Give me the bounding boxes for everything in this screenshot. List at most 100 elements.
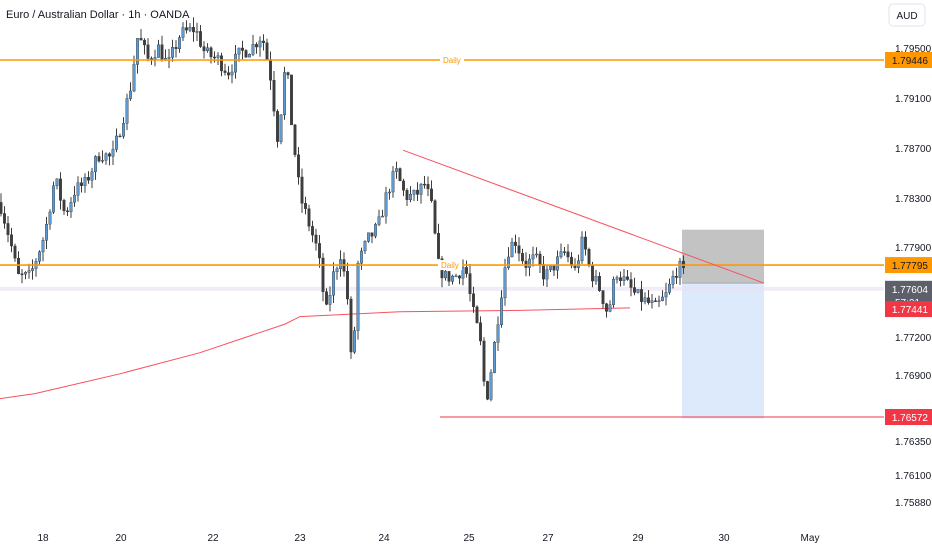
candle-body [3, 213, 6, 224]
candle-body [297, 154, 301, 178]
candle-body [388, 191, 392, 194]
candle-body [402, 180, 406, 191]
candle-body [398, 168, 402, 182]
candle-body [416, 189, 420, 195]
candle-body [381, 215, 385, 218]
candle-body [335, 268, 339, 272]
candle-body [244, 50, 248, 58]
candle-body [391, 171, 395, 193]
candle-body [79, 182, 83, 186]
candle-body [493, 342, 497, 373]
candle-body [184, 27, 188, 31]
horizontal-levels-layer[interactable]: Daily Daily [0, 55, 884, 418]
candle-body [258, 40, 262, 48]
candle-body [188, 27, 192, 31]
x-tick-label: May [801, 533, 820, 544]
candle-body [311, 226, 315, 236]
candle-body [212, 56, 216, 59]
candle-body [675, 276, 679, 278]
candle-body [619, 277, 623, 282]
candle-body [458, 275, 462, 279]
candle-body [629, 279, 633, 288]
candle-body [367, 232, 371, 242]
x-tick-label: 22 [207, 533, 219, 544]
candle-body [9, 234, 13, 247]
candle-body [640, 289, 644, 302]
candle-body [482, 340, 486, 382]
level-badge-3-bg [885, 409, 932, 425]
candle-body [587, 248, 591, 266]
candle-body [153, 57, 157, 60]
moving-average-layer [0, 307, 631, 400]
level-annotation-bg [440, 55, 464, 65]
candle-body [83, 176, 87, 186]
candle-body [118, 135, 122, 138]
y-tick-label: 1.76900 [895, 371, 932, 382]
candle-body [332, 271, 336, 296]
level-annotation-1: Daily [441, 261, 459, 270]
candle-body [615, 277, 619, 280]
candle-body [360, 250, 364, 264]
candle-body [437, 232, 441, 259]
candle-body [472, 293, 476, 307]
moving-average-line [0, 307, 631, 400]
candle-body [412, 189, 416, 195]
candle-body [52, 185, 56, 213]
candle-body [107, 153, 111, 157]
currency-button[interactable]: AUD [888, 3, 926, 27]
x-tick-label: 27 [542, 533, 554, 544]
candle-body [146, 44, 150, 59]
candle-body [198, 31, 202, 47]
candle-body [307, 208, 311, 227]
candle-body [121, 122, 125, 137]
candle-body [191, 27, 195, 33]
candle-body [514, 241, 518, 246]
candle-body [290, 74, 294, 126]
candle-body [100, 160, 104, 162]
candle-body [293, 124, 297, 155]
candle-body [647, 297, 651, 303]
candle-body [283, 72, 287, 116]
y-tick-label: 1.77200 [895, 333, 932, 344]
descending-trendline[interactable] [402, 149, 765, 284]
short-position-tool[interactable] [0, 229, 884, 419]
candle-body [226, 72, 230, 76]
candle-body [486, 381, 490, 400]
candle-body [195, 31, 199, 33]
candle-body [216, 55, 220, 58]
x-axis[interactable]: 18 20 22 23 24 25 27 29 30 May [37, 533, 819, 544]
level-badge-1: 1.79446 [892, 56, 929, 67]
candle-body [45, 223, 49, 241]
y-tick-label: 1.76350 [895, 437, 932, 448]
take-profit-zone[interactable] [682, 283, 764, 419]
candle-body [325, 291, 329, 305]
candle-body [111, 149, 115, 157]
candle-body [13, 245, 17, 259]
y-axis[interactable]: 1.79500 1.79100 1.78700 1.78300 1.77900 1.772… [884, 0, 932, 550]
level-badge-2: 1.77795 [892, 261, 929, 272]
price-band [0, 286, 884, 291]
candle-body [62, 200, 66, 212]
candle-body [405, 190, 409, 201]
candle-body [230, 71, 234, 76]
x-tick-label: 25 [463, 533, 475, 544]
y-tick-label: 1.77900 [895, 243, 932, 254]
candle-body [314, 234, 318, 244]
candle-body [426, 184, 430, 190]
candle-body [542, 264, 546, 280]
x-tick-label: 29 [632, 533, 644, 544]
candle-body [300, 176, 304, 204]
trendline-layer[interactable] [402, 149, 765, 284]
candle-body [598, 276, 602, 291]
candle-body [76, 182, 80, 196]
candle-body [69, 202, 73, 212]
stop-loss-zone[interactable] [682, 229, 764, 284]
candle-body [38, 251, 42, 262]
candle-body [430, 188, 434, 201]
candle-body [535, 253, 539, 256]
level-badge-2-bg [885, 257, 932, 274]
y-tick-label: 1.75880 [895, 498, 932, 509]
candle-body [318, 243, 322, 259]
